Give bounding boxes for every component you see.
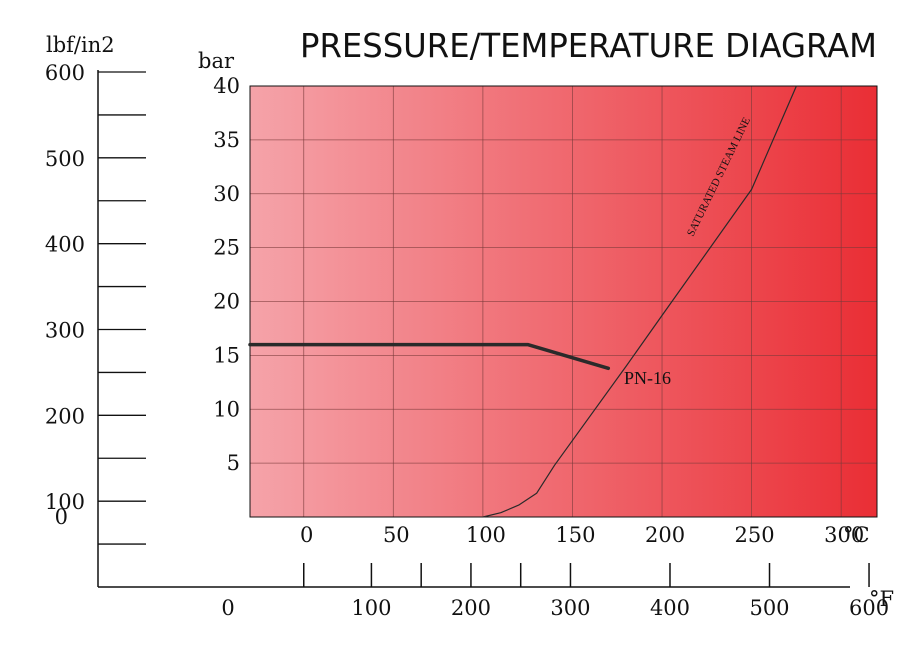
fahrenheit-tick-label: 500 <box>749 596 789 620</box>
plot-frame <box>249 85 878 518</box>
series-layer <box>248 85 797 518</box>
psi-tick-label: 200 <box>45 404 85 428</box>
bar-tick-label: 25 <box>213 236 240 260</box>
psi-tick-label: 600 <box>45 61 85 85</box>
celsius-unit-label: °C <box>843 523 870 547</box>
fahrenheit-tick-label: 400 <box>650 596 690 620</box>
fahrenheit-tick-label: 600 <box>849 596 889 620</box>
psi-tick-label: 500 <box>45 147 85 171</box>
bar-axis-label: bar <box>198 49 235 73</box>
celsius-tick-label: 150 <box>555 523 595 547</box>
bar-axis-ticks: 5 10 15 20 25 30 35 40 <box>213 74 240 475</box>
pn16-line <box>248 342 611 371</box>
psi-tick-label: 300 <box>45 319 85 343</box>
celsius-axis-ticks: 0 50 100 150 200 250 300 <box>300 523 864 547</box>
bar-tick-label: 20 <box>213 290 240 314</box>
celsius-tick-label: 200 <box>645 523 685 547</box>
pn16-series-label: PN-16 <box>624 368 671 388</box>
fahrenheit-unit-label: °F <box>869 587 894 611</box>
bar-tick-label: 35 <box>213 128 240 152</box>
bar-tick-label: 15 <box>213 343 240 367</box>
fahrenheit-tick-label: 0 <box>221 596 234 620</box>
psi-tick-label: 100 <box>45 490 85 514</box>
chart-title: PRESSURE/TEMPERATURE DIAGRAM <box>300 26 877 65</box>
fahrenheit-tick-label: 200 <box>451 596 491 620</box>
psi-tick-label: 0 <box>55 505 68 529</box>
bar-tick-label: 10 <box>213 397 240 421</box>
bar-tick-label: 30 <box>213 182 240 206</box>
bar-tick-label: 5 <box>227 451 240 475</box>
celsius-tick-label: 100 <box>466 523 506 547</box>
fahrenheit-tick-label: 300 <box>550 596 590 620</box>
psi-axis-label: lbf/in2 <box>46 33 115 57</box>
celsius-tick-label: 300 <box>824 523 864 547</box>
saturated-steam-line <box>482 85 797 518</box>
celsius-tick-label: 50 <box>383 523 410 547</box>
fahrenheit-axis: 0 100 200 300 400 500 600 <box>221 563 889 620</box>
fahrenheit-tick-label: 100 <box>351 596 391 620</box>
celsius-tick-label: 250 <box>735 523 775 547</box>
celsius-tick-label: 0 <box>300 523 313 547</box>
psi-tick-label: 400 <box>45 233 85 257</box>
bar-tick-label: 40 <box>213 74 240 98</box>
